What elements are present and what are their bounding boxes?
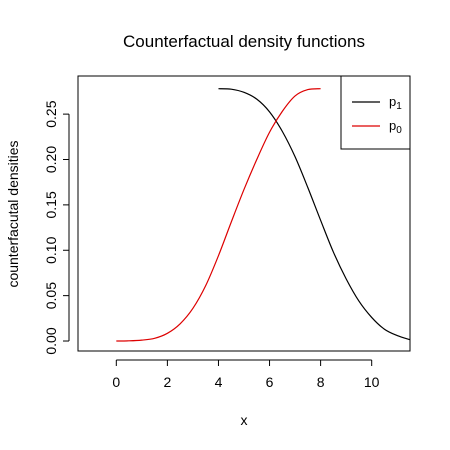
legend-label-name: p bbox=[389, 94, 396, 109]
x-tick-label: 10 bbox=[364, 374, 380, 390]
y-tick-label: 0.20 bbox=[43, 146, 59, 173]
x-axis-label: x bbox=[241, 412, 248, 428]
y-tick-label: 0.00 bbox=[43, 327, 59, 354]
legend-label-name: p bbox=[389, 118, 396, 133]
x-tick-label: 8 bbox=[317, 374, 325, 390]
x-tick-label: 2 bbox=[163, 374, 171, 390]
legend-label-subscript: 1 bbox=[396, 101, 402, 112]
series-line-p0 bbox=[116, 88, 321, 342]
x-tick-label: 4 bbox=[215, 374, 223, 390]
series-group bbox=[116, 88, 411, 342]
series-line-p1 bbox=[218, 88, 411, 341]
y-axis: 0.00 0.05 0.10 0.15 0.20 0.25 bbox=[43, 100, 70, 355]
plot-frame bbox=[77, 75, 411, 352]
legend-label-subscript: 0 bbox=[396, 125, 402, 136]
x-axis: 0 2 4 6 8 10 bbox=[112, 359, 380, 390]
y-tick-label: 0.05 bbox=[43, 282, 59, 309]
x-tick-label: 6 bbox=[266, 374, 274, 390]
chart-title: Counterfactual density functions bbox=[123, 32, 365, 51]
y-axis-label: counterfacutal densities bbox=[5, 140, 21, 287]
x-tick-label: 0 bbox=[112, 374, 120, 390]
legend-label: p0 bbox=[389, 118, 402, 136]
legend-label: p1 bbox=[389, 94, 402, 112]
y-tick-label: 0.25 bbox=[43, 100, 59, 127]
y-tick-label: 0.10 bbox=[43, 236, 59, 263]
y-tick-label: 0.15 bbox=[43, 191, 59, 218]
legend-box bbox=[340, 75, 411, 150]
